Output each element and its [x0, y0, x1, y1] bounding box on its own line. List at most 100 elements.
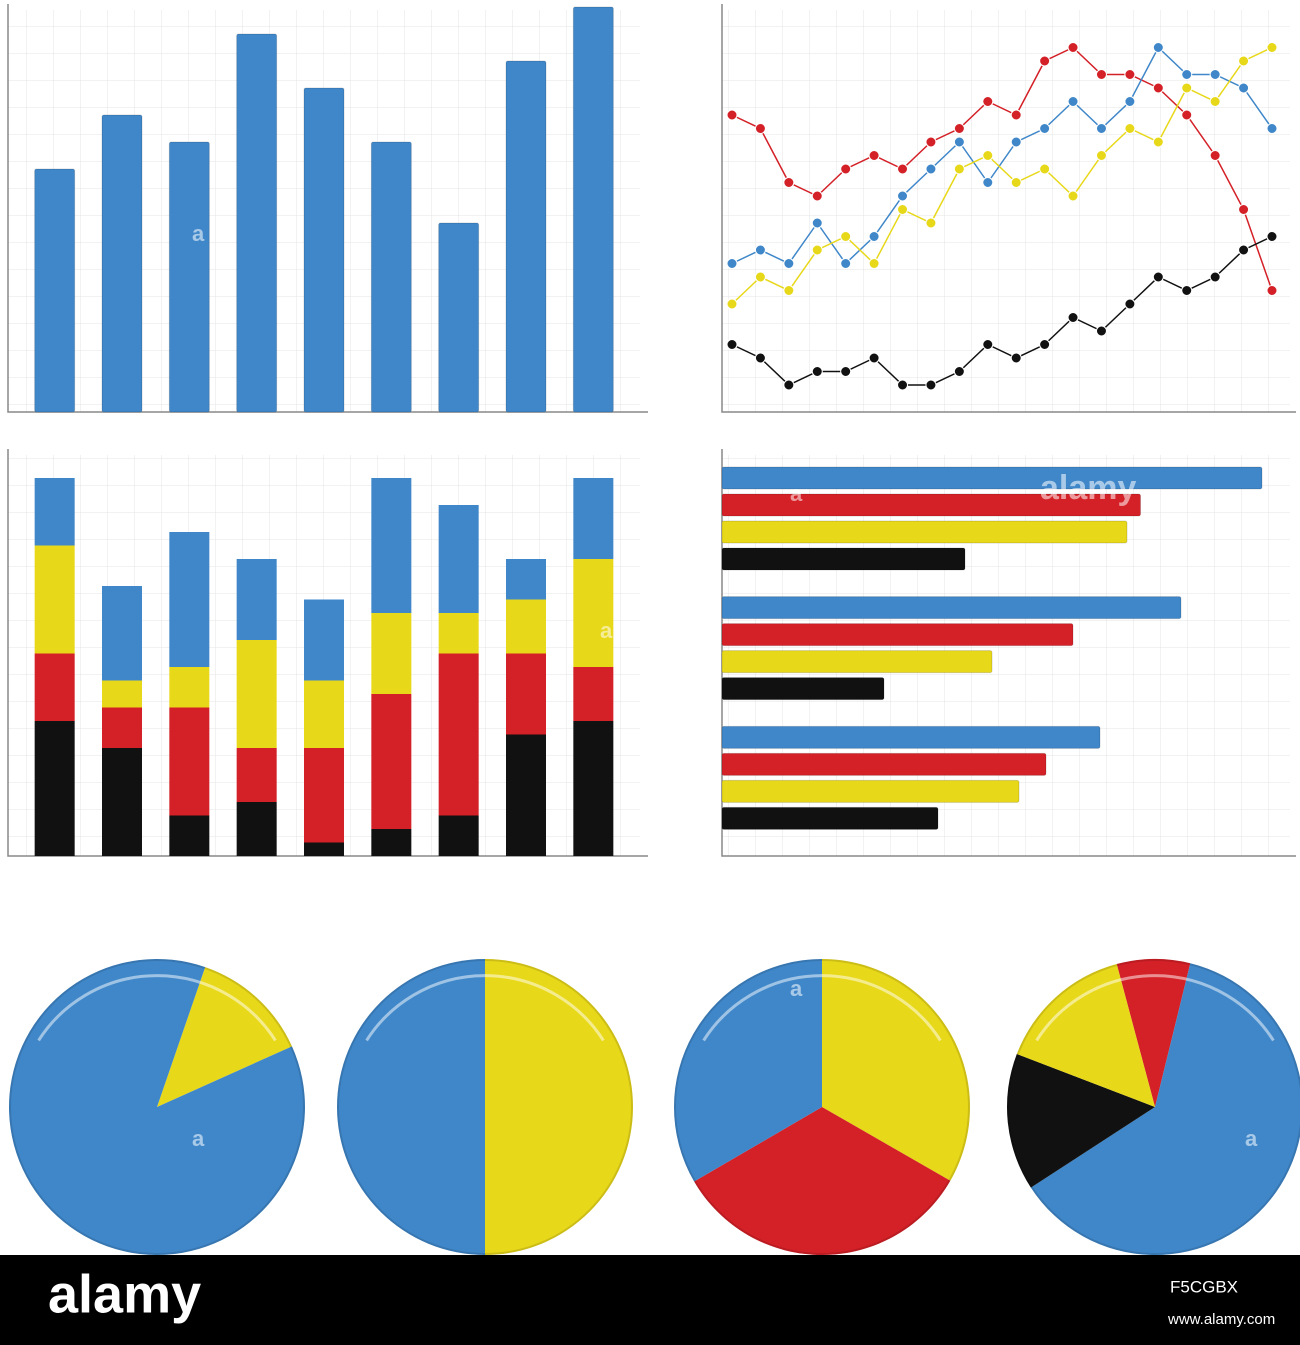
- point: [1067, 42, 1079, 53]
- line: [731, 46, 1273, 265]
- bar: [721, 493, 1141, 517]
- point: [1039, 163, 1051, 175]
- bar-segment: [169, 532, 210, 667]
- bar-segment: [438, 653, 479, 816]
- point: [1238, 204, 1250, 215]
- point: [1181, 285, 1193, 296]
- bar-segment: [34, 721, 75, 856]
- axis: [7, 4, 648, 413]
- watermark-brand: alamy: [1040, 469, 1136, 507]
- point: [1010, 352, 1022, 364]
- bar-segment: [102, 707, 142, 748]
- point: [925, 379, 937, 391]
- bar-segment: [304, 680, 344, 748]
- point: [726, 339, 738, 350]
- bar-segment: [573, 667, 614, 721]
- point: [811, 366, 823, 377]
- bar-segment: [169, 815, 210, 856]
- pie-gloss: [1035, 974, 1275, 1042]
- point: [953, 366, 965, 377]
- bar: [721, 752, 1047, 776]
- point: [1095, 325, 1107, 337]
- pie-rim: [9, 959, 305, 1255]
- point: [783, 258, 795, 269]
- pie-slice: [1116, 959, 1191, 1107]
- point: [1209, 150, 1221, 161]
- point: [1209, 69, 1221, 80]
- bar: [721, 547, 966, 571]
- point: [953, 136, 965, 148]
- point: [754, 271, 766, 283]
- bar-segment: [34, 478, 75, 546]
- point: [1152, 82, 1164, 94]
- point: [754, 123, 766, 134]
- point: [1067, 190, 1079, 202]
- bar-segment: [304, 599, 344, 681]
- pie-rim: [674, 959, 970, 1255]
- pie-slice: [674, 959, 822, 1182]
- watermark-mark: a: [600, 618, 613, 643]
- watermark-mark: a: [192, 221, 205, 246]
- grid: [722, 10, 1290, 412]
- bar: [370, 141, 412, 413]
- pie-slice: [8, 959, 305, 1255]
- bar: [236, 33, 278, 413]
- bar-segment: [304, 748, 344, 843]
- point: [1124, 123, 1136, 134]
- pie-gloss: [365, 974, 605, 1042]
- point: [1124, 96, 1136, 107]
- point: [1067, 312, 1079, 323]
- point: [1095, 123, 1107, 134]
- bar: [721, 650, 993, 674]
- pie-slice: [157, 967, 292, 1107]
- watermarks: a a a a a a alamy: [192, 221, 1258, 1151]
- point: [953, 163, 965, 175]
- point: [1152, 271, 1164, 283]
- point: [1039, 55, 1051, 67]
- point: [1209, 96, 1221, 107]
- bar: [34, 168, 76, 413]
- bar-segment: [371, 478, 412, 613]
- point: [783, 285, 795, 296]
- point: [1152, 42, 1164, 53]
- bar: [721, 725, 1101, 749]
- point: [897, 379, 909, 391]
- point: [982, 177, 994, 188]
- pie-slice: [1007, 1053, 1155, 1188]
- bar-segment: [506, 599, 546, 654]
- point: [982, 150, 994, 161]
- point: [982, 96, 994, 107]
- bar: [721, 520, 1128, 544]
- point: [1181, 109, 1193, 121]
- bar-segment: [169, 667, 210, 708]
- point: [783, 379, 795, 391]
- point: [953, 123, 965, 134]
- point: [982, 339, 994, 350]
- bar: [721, 596, 1182, 620]
- bar-segment: [169, 707, 210, 816]
- footer-band: [0, 1255, 1300, 1345]
- bar-segment: [506, 653, 546, 735]
- point: [1238, 82, 1250, 94]
- point: [868, 258, 880, 269]
- point: [868, 150, 880, 161]
- point: [1124, 69, 1136, 80]
- bar-segment: [34, 545, 75, 654]
- bar-segment: [102, 586, 142, 681]
- bar-segment: [438, 613, 479, 654]
- point: [897, 204, 909, 215]
- bar-segment: [236, 559, 277, 640]
- pie-gloss: [702, 974, 942, 1042]
- point: [1124, 298, 1136, 310]
- point: [811, 244, 823, 256]
- point: [840, 231, 852, 242]
- axis: [7, 449, 648, 857]
- bar: [303, 87, 345, 413]
- axes: [7, 4, 1296, 857]
- bar-segment: [506, 734, 546, 856]
- point: [726, 258, 738, 269]
- point: [1010, 136, 1022, 148]
- footer-id: F5CGBX: [1170, 1277, 1238, 1296]
- point: [1266, 285, 1278, 296]
